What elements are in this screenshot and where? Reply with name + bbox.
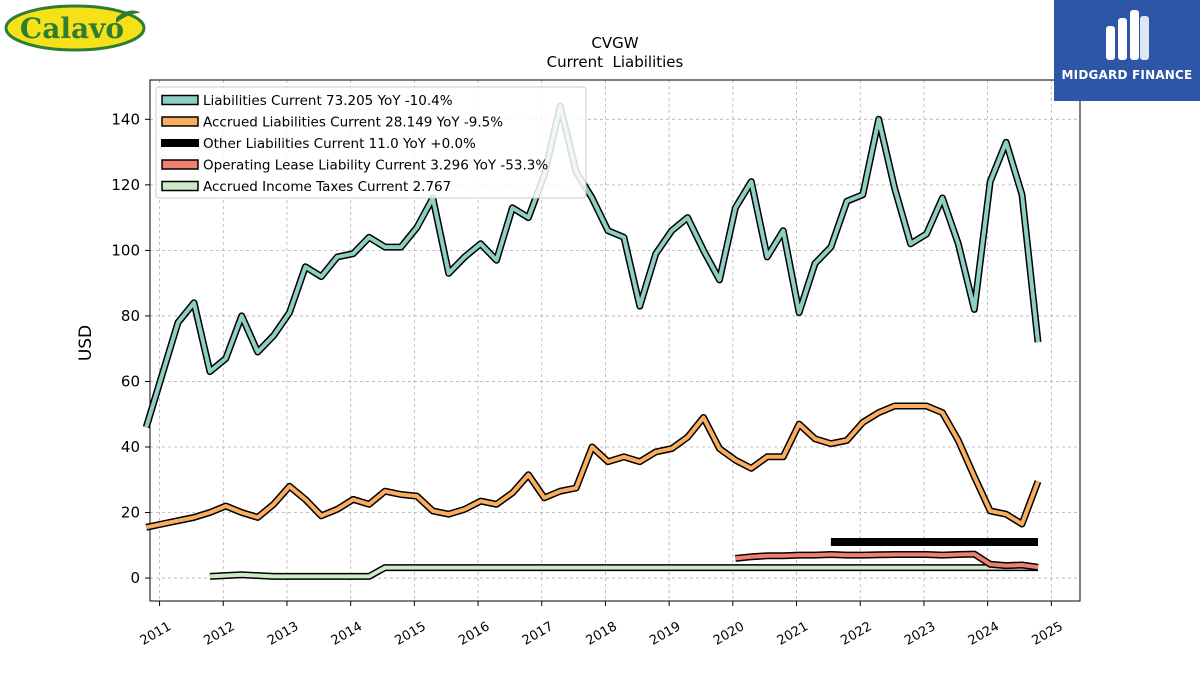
y-tick-label: 80: [121, 307, 140, 325]
x-tick-label: 2017: [520, 619, 556, 649]
legend-swatch: [161, 139, 199, 147]
x-tick-label: 2025: [1030, 619, 1066, 649]
y-tick-label: 60: [121, 372, 140, 390]
x-tick-label: 2012: [201, 619, 237, 649]
chart-title: CVGW: [591, 34, 638, 52]
legend-swatch: [161, 180, 199, 192]
x-tick-label: 2019: [647, 619, 683, 649]
y-tick-label: 20: [121, 504, 140, 522]
legend-label: Accrued Income Taxes Current 2.767: [203, 179, 451, 195]
x-tick-label: 2024: [966, 619, 1002, 649]
series-outline: [145, 402, 1042, 531]
x-tick-label: 2023: [902, 619, 938, 649]
plot-frame: [149, 79, 1081, 602]
midgard-finance-text: MIDGARD FINANCE: [1061, 68, 1193, 82]
series-line: [144, 104, 1040, 428]
x-tick-label: 2014: [329, 619, 365, 649]
legend-swatch: [161, 116, 199, 127]
legend-label: Accrued Liabilities Current 28.149 YoY -…: [203, 115, 503, 131]
calavo-logo: Calavo: [4, 4, 146, 52]
legend-label: Liabilities Current 73.205 YoY -10.4%: [203, 93, 453, 109]
y-axis-label: USD: [76, 325, 96, 361]
series-line: [145, 404, 1040, 530]
legend-label: Operating Lease Liability Current 3.296 …: [203, 158, 548, 174]
x-tick-label: 2013: [265, 619, 301, 649]
x-tick-label: 2018: [584, 619, 620, 649]
legend-swatch: [161, 159, 199, 170]
y-tick-label: 40: [121, 438, 140, 456]
y-tick-label: 140: [111, 110, 140, 128]
legend-swatch: [161, 94, 199, 106]
chart-subtitle: Current Liabilities: [547, 53, 684, 71]
y-tick-label: 0: [130, 569, 140, 587]
y-tick-label: 120: [111, 176, 140, 194]
x-tick-label: 2015: [393, 619, 429, 649]
calavo-logo-text: Calavo: [20, 12, 124, 45]
legend-box: [155, 86, 587, 199]
y-tick-label: 100: [111, 241, 140, 259]
x-tick-label: 2021: [775, 619, 811, 649]
x-tick-label: 2020: [711, 619, 747, 649]
legend-label: Other Liabilities Current 11.0 YoY +0.0%: [203, 136, 476, 152]
x-tick-label: 2022: [838, 619, 874, 649]
series-line: [209, 565, 1038, 579]
midgard-finance-logo: MIDGARD FINANCE: [1054, 0, 1200, 101]
x-tick-label: 2011: [138, 619, 174, 649]
series-line: [735, 552, 1039, 570]
x-tick-label: 2016: [456, 619, 492, 649]
